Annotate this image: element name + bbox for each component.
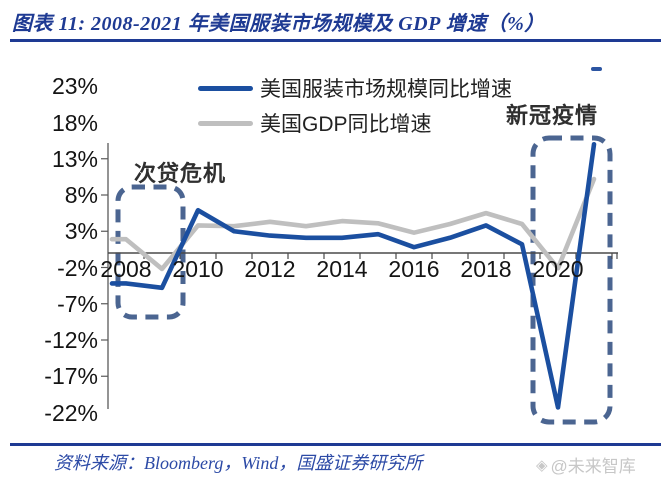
x-axis-label: 2010 — [172, 256, 224, 282]
annotation-covid-label: 新冠疫情 — [506, 103, 599, 128]
legend-swatch-gdp-line — [198, 120, 253, 126]
legend-item-gdp: 美国GDP同比增速 — [198, 111, 432, 136]
x-axis-label: 2014 — [316, 256, 368, 282]
x-axis-label: 2008 — [100, 256, 152, 282]
y-axis-label: -2% — [57, 254, 98, 281]
annotation-box-covid — [530, 135, 613, 425]
series-line-gdp — [109, 176, 597, 272]
stray-mark — [591, 67, 602, 71]
y-axis-label: 3% — [64, 218, 98, 245]
y-axis-label: 13% — [51, 145, 98, 172]
y-axis-label: -12% — [44, 327, 98, 353]
x-axis-label: 2016 — [388, 256, 440, 282]
y-axis-label: 23% — [51, 73, 98, 100]
x-axis-label: 2018 — [460, 256, 512, 282]
y-axis-label: -22% — [44, 399, 98, 426]
y-axis-label: 18% — [51, 109, 98, 136]
watermark-text: @未来智库 — [550, 457, 636, 476]
legend-label-gdp: 美国GDP同比增速 — [260, 113, 432, 136]
title-divider-rule — [10, 39, 661, 42]
y-axis-label: -17% — [44, 363, 98, 390]
x-axis-label: 2012 — [244, 256, 296, 282]
figure-title: 图表 11: 2008-2021 年美国服装市场规模及 GDP 增速（%） — [12, 13, 545, 35]
footer-divider-rule — [10, 443, 661, 446]
y-axis-label: 8% — [64, 182, 98, 208]
axes — [101, 143, 618, 409]
source-text: 资料来源：Bloomberg，Wind，国盛证券研究所 — [54, 453, 423, 473]
annotation-subprime-crisis-label: 次贷危机 — [134, 161, 227, 186]
x-axis-label: 2020 — [532, 256, 584, 282]
series-line-apparel — [109, 141, 597, 410]
legend-label-apparel: 美国服装市场规模同比增速 — [260, 78, 512, 101]
legend-swatch-apparel-line — [198, 85, 253, 91]
annotation-box-subprime — [115, 184, 186, 320]
legend-item-apparel: 美国服装市场规模同比增速 — [198, 76, 512, 101]
series-lines — [109, 141, 597, 410]
y-axis-label: -7% — [57, 290, 98, 317]
watermark-logo-icon: ◈ — [536, 456, 548, 474]
watermark: ◈ @未来智库 — [536, 452, 636, 477]
